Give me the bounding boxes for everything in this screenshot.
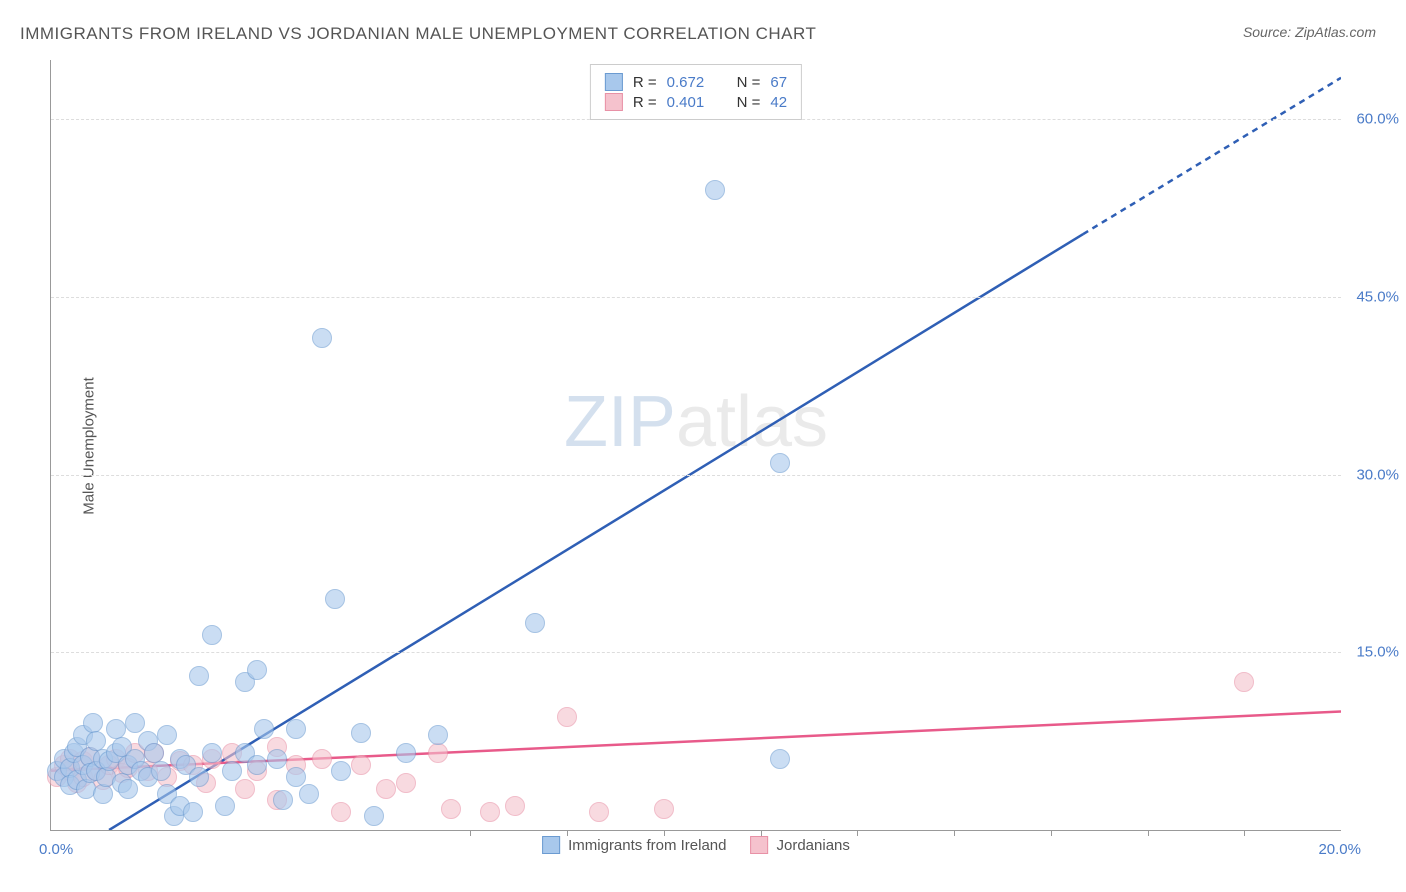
watermark-atlas: atlas bbox=[676, 382, 828, 462]
data-point bbox=[286, 719, 306, 739]
data-point bbox=[247, 660, 267, 680]
data-point bbox=[525, 613, 545, 633]
data-point bbox=[428, 743, 448, 763]
swatch-jordanians bbox=[605, 93, 623, 111]
data-point bbox=[254, 719, 274, 739]
trend-line-extrapolated bbox=[1083, 78, 1341, 234]
data-point bbox=[396, 773, 416, 793]
y-tick-label: 15.0% bbox=[1356, 644, 1399, 661]
data-point bbox=[331, 761, 351, 781]
data-point bbox=[312, 749, 332, 769]
gridline bbox=[51, 652, 1341, 653]
chart-container: IMMIGRANTS FROM IRELAND VS JORDANIAN MAL… bbox=[0, 0, 1406, 892]
data-point bbox=[286, 767, 306, 787]
data-point bbox=[364, 806, 384, 826]
legend-row-jordanians: R = 0.401 N = 42 bbox=[605, 93, 787, 111]
data-point bbox=[202, 743, 222, 763]
n-value-jordanians: 42 bbox=[770, 94, 787, 111]
swatch-jordanians-icon bbox=[751, 836, 769, 854]
data-point bbox=[299, 784, 319, 804]
n-label: N = bbox=[737, 94, 761, 111]
r-label: R = bbox=[633, 94, 657, 111]
data-point bbox=[1234, 672, 1254, 692]
x-tick-mark bbox=[761, 830, 762, 836]
r-value-ireland: 0.672 bbox=[667, 74, 717, 91]
data-point bbox=[83, 713, 103, 733]
legend-row-ireland: R = 0.672 N = 67 bbox=[605, 73, 787, 91]
x-tick-mark bbox=[1244, 830, 1245, 836]
data-point bbox=[480, 802, 500, 822]
data-point bbox=[273, 790, 293, 810]
r-value-jordanians: 0.401 bbox=[667, 94, 717, 111]
data-point bbox=[157, 725, 177, 745]
y-tick-label: 60.0% bbox=[1356, 111, 1399, 128]
data-point bbox=[705, 180, 725, 200]
n-label: N = bbox=[737, 74, 761, 91]
x-tick-mark bbox=[567, 830, 568, 836]
x-tick-mark bbox=[857, 830, 858, 836]
data-point bbox=[312, 328, 332, 348]
swatch-ireland bbox=[605, 73, 623, 91]
chart-title: IMMIGRANTS FROM IRELAND VS JORDANIAN MAL… bbox=[20, 24, 816, 44]
data-point bbox=[376, 779, 396, 799]
data-point bbox=[770, 453, 790, 473]
series-legend: Immigrants from Ireland Jordanians bbox=[542, 836, 850, 854]
data-point bbox=[183, 802, 203, 822]
watermark-zip: ZIP bbox=[564, 382, 676, 462]
data-point bbox=[589, 802, 609, 822]
data-point bbox=[770, 749, 790, 769]
source-attribution: Source: ZipAtlas.com bbox=[1243, 24, 1376, 40]
y-tick-label: 30.0% bbox=[1356, 466, 1399, 483]
watermark: ZIPatlas bbox=[564, 381, 828, 463]
data-point bbox=[441, 799, 461, 819]
data-point bbox=[202, 625, 222, 645]
data-point bbox=[189, 666, 209, 686]
y-tick-label: 45.0% bbox=[1356, 288, 1399, 305]
plot-area: ZIPatlas R = 0.672 N = 67 R = 0.401 N = … bbox=[50, 60, 1341, 831]
trend-line bbox=[109, 234, 1083, 830]
legend-item-ireland: Immigrants from Ireland bbox=[542, 836, 726, 854]
x-tick-mark bbox=[664, 830, 665, 836]
x-tick-mark bbox=[1148, 830, 1149, 836]
swatch-ireland-icon bbox=[542, 836, 560, 854]
data-point bbox=[654, 799, 674, 819]
data-point bbox=[351, 723, 371, 743]
data-point bbox=[267, 749, 287, 769]
data-point bbox=[247, 755, 267, 775]
data-point bbox=[93, 784, 113, 804]
data-point bbox=[428, 725, 448, 745]
x-tick-mark bbox=[954, 830, 955, 836]
data-point bbox=[235, 779, 255, 799]
x-axis-max-label: 20.0% bbox=[1318, 841, 1361, 858]
data-point bbox=[125, 713, 145, 733]
data-point bbox=[222, 761, 242, 781]
x-axis-min-label: 0.0% bbox=[39, 841, 73, 858]
data-point bbox=[118, 779, 138, 799]
data-point bbox=[396, 743, 416, 763]
legend-label-ireland: Immigrants from Ireland bbox=[568, 837, 726, 854]
gridline bbox=[51, 475, 1341, 476]
n-value-ireland: 67 bbox=[770, 74, 787, 91]
data-point bbox=[505, 796, 525, 816]
x-tick-mark bbox=[470, 830, 471, 836]
data-point bbox=[325, 589, 345, 609]
correlation-legend: R = 0.672 N = 67 R = 0.401 N = 42 bbox=[590, 64, 802, 120]
data-point bbox=[351, 755, 371, 775]
trend-lines-layer bbox=[51, 60, 1341, 830]
legend-item-jordanians: Jordanians bbox=[751, 836, 850, 854]
data-point bbox=[215, 796, 235, 816]
data-point bbox=[151, 761, 171, 781]
data-point bbox=[331, 802, 351, 822]
data-point bbox=[557, 707, 577, 727]
r-label: R = bbox=[633, 74, 657, 91]
gridline bbox=[51, 297, 1341, 298]
x-tick-mark bbox=[1051, 830, 1052, 836]
legend-label-jordanians: Jordanians bbox=[777, 837, 850, 854]
data-point bbox=[189, 767, 209, 787]
